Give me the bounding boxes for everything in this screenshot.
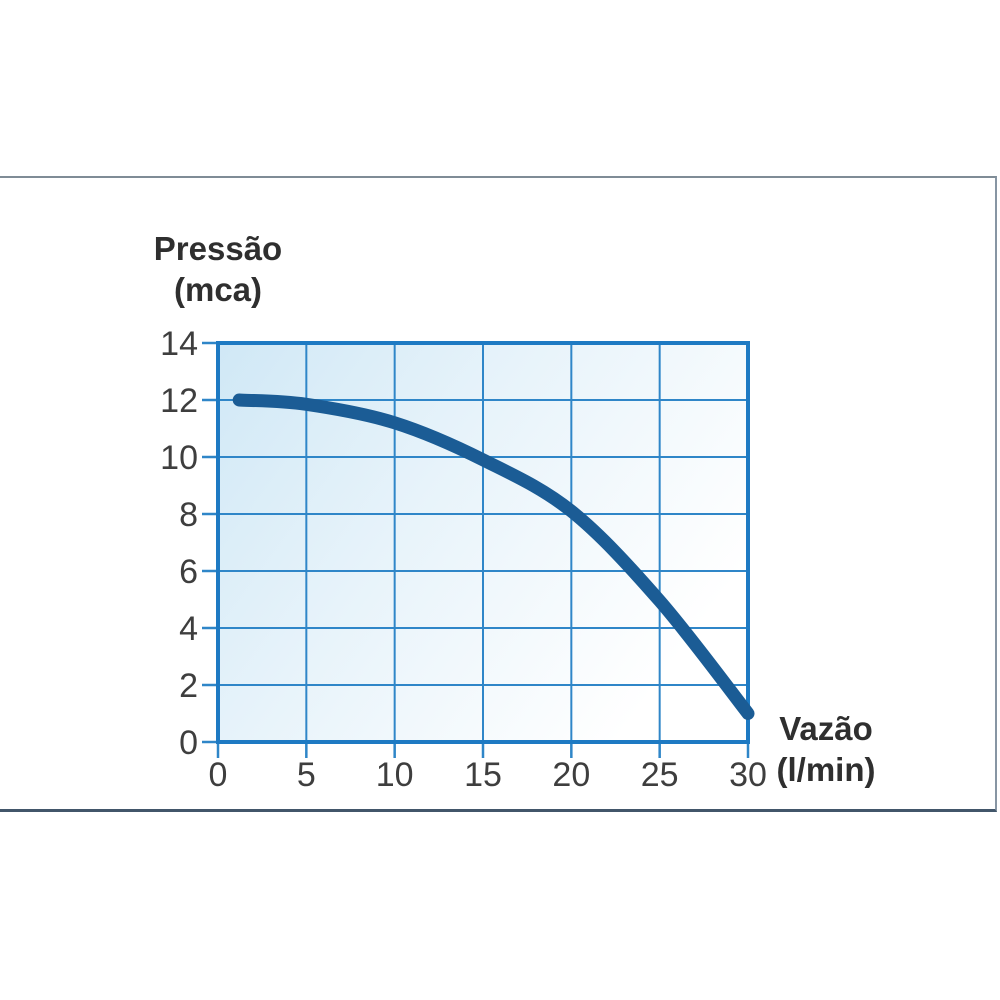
pump-head-curve <box>232 393 755 720</box>
x-tick-label: 20 <box>552 756 590 794</box>
y-tick-label: 0 <box>179 724 198 762</box>
y-tick-label: 8 <box>179 496 198 534</box>
x-axis-title-line1: Vazão <box>779 710 873 747</box>
x-tick-label: 0 <box>209 756 228 794</box>
x-tick-label: 10 <box>376 756 414 794</box>
plot-frame <box>216 341 750 744</box>
x-tick-label: 5 <box>297 756 316 794</box>
x-axis-title-line2: (l/min) <box>776 751 876 788</box>
x-tick-label: 15 <box>464 756 502 794</box>
y-tick-label: 12 <box>160 382 198 420</box>
y-axis-title-line2: (mca) <box>173 271 263 308</box>
y-tick-label: 4 <box>179 610 198 648</box>
y-axis-title: Pressão (mca) <box>130 228 306 310</box>
y-tick-label: 2 <box>179 667 198 705</box>
y-tick-label: 6 <box>179 553 198 591</box>
y-tick-label: 10 <box>160 439 198 477</box>
y-axis-title-line1: Pressão <box>153 230 283 267</box>
x-tick-label: 30 <box>729 756 767 794</box>
y-tick-label: 14 <box>160 325 198 363</box>
x-axis-title: Vazão (l/min) <box>756 708 896 790</box>
x-tick-label: 25 <box>641 756 679 794</box>
